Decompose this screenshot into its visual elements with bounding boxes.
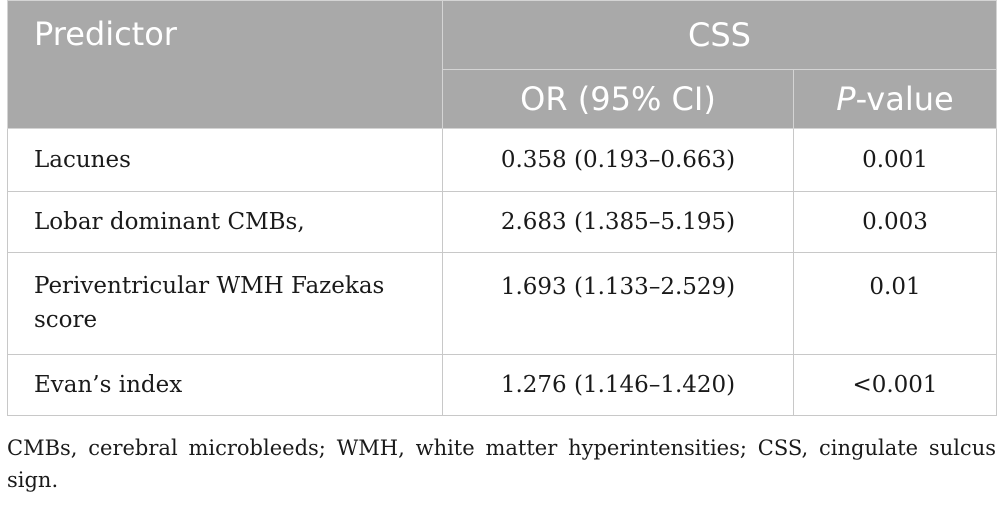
or-cell: 1.276 (1.146–1.420) <box>442 354 794 416</box>
p-rest-label: -value <box>855 80 954 118</box>
table-row: Periventricular WMH Fazekas score 1.693 … <box>7 252 997 355</box>
p-value-cell: <0.001 <box>793 354 997 416</box>
header-row-sub: OR (95% CI) P-value <box>8 69 997 129</box>
predictor-cell: Evan’s index <box>7 354 443 416</box>
table-row: Lobar dominant CMBs, 2.683 (1.385–5.195)… <box>7 191 997 253</box>
table-row: Evan’s index 1.276 (1.146–1.420) <0.001 <box>7 354 997 416</box>
table-footnote: CMBs, cerebral microbleeds; WMH, white m… <box>7 436 996 492</box>
or-cell: 2.683 (1.385–5.195) <box>442 191 794 253</box>
predictor-cell: Lobar dominant CMBs, <box>7 191 443 253</box>
p-value-cell: 0.01 <box>793 252 997 355</box>
results-table-container: Predictor CSS OR (95% CI) P-value Lacune… <box>7 0 997 416</box>
predictor-cell: Lacunes <box>7 128 443 192</box>
or-cell: 1.693 (1.133–2.529) <box>442 252 794 355</box>
predictor-column-header: Predictor <box>7 0 443 129</box>
p-value-column-header: P-value <box>793 69 997 129</box>
predictor-cell: Periventricular WMH Fazekas score <box>7 252 443 355</box>
or-column-header: OR (95% CI) <box>442 69 794 129</box>
results-table: Predictor CSS OR (95% CI) P-value Lacune… <box>7 0 997 416</box>
p-value-cell: 0.003 <box>793 191 997 253</box>
table-header: Predictor CSS OR (95% CI) P-value <box>7 0 997 129</box>
p-value-cell: 0.001 <box>793 128 997 192</box>
table-body: Lacunes 0.358 (0.193–0.663) 0.001 Lobar … <box>7 128 997 416</box>
or-cell: 0.358 (0.193–0.663) <box>442 128 794 192</box>
header-row-top: Predictor CSS <box>7 0 997 129</box>
p-italic-label: P <box>836 80 856 118</box>
table-row: Lacunes 0.358 (0.193–0.663) 0.001 <box>7 128 997 192</box>
css-group-header: CSS <box>442 0 997 70</box>
